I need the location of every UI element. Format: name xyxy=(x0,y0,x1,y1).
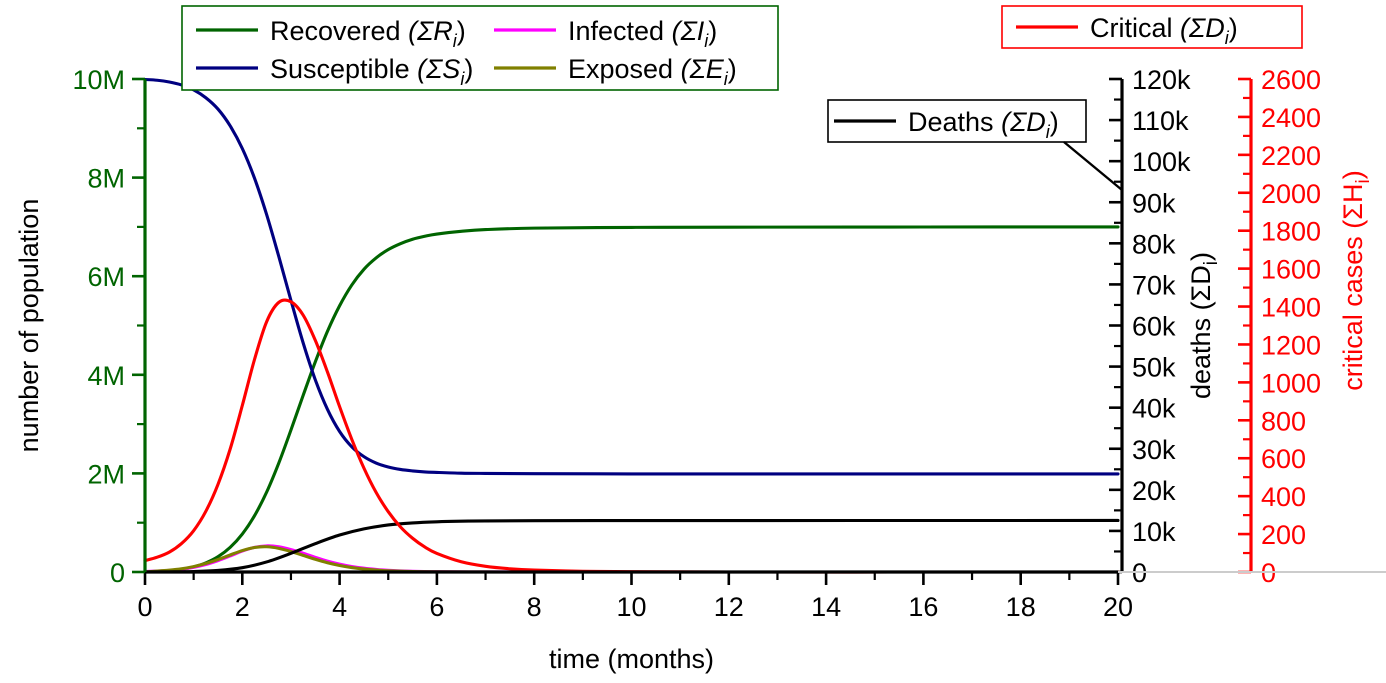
critical-y-axis-tick-label: 800 xyxy=(1261,406,1306,436)
deaths-y-axis-tick-label: 40k xyxy=(1132,394,1176,424)
legend-label: Deaths (ΣDi) xyxy=(908,107,1059,142)
x-axis-tick-label: 10 xyxy=(616,592,646,622)
deaths-y-axis-tick-label: 90k xyxy=(1132,188,1176,218)
critical-y-axis-tick-label: 1800 xyxy=(1261,217,1321,247)
legend-label: Infected (ΣIi) xyxy=(568,16,717,51)
legends-group: Recovered (ΣRi) Infected (ΣIi) Susceptible… xyxy=(181,5,1303,191)
legend-deaths[interactable]: Deaths (ΣDi) xyxy=(827,99,1123,191)
x-axis-tick-label: 2 xyxy=(235,592,250,622)
axes-group: 0 2 4 6 8 10 12 14 16 18 20 time (months) 0 2M 4M 6M 8M 1… xyxy=(14,65,1386,674)
legend-entry-deaths[interactable]: Deaths (ΣDi) xyxy=(834,107,1059,142)
legend-label: Susceptible (ΣSi) xyxy=(270,54,473,89)
deaths-y-axis-tick-label: 20k xyxy=(1132,476,1176,506)
x-axis-title: time (months) xyxy=(549,644,714,674)
critical-y-axis-title: critical cases (ΣHi) xyxy=(1338,170,1374,390)
left-y-axis-title: number of population xyxy=(14,199,44,453)
x-axis-tick-label: 18 xyxy=(1006,592,1036,622)
critical-y-axis-tick-label: 600 xyxy=(1261,444,1306,474)
legend-label: Recovered (ΣRi) xyxy=(270,16,466,51)
critical-y-axis-tick-label: 1200 xyxy=(1261,330,1321,360)
critical-y-axis-tick-label: 2200 xyxy=(1261,141,1321,171)
critical-y-axis-tick-label: 200 xyxy=(1261,520,1306,550)
left-y-axis-tick-label: 8M xyxy=(87,164,125,194)
critical-y-axis-tick-label: 1400 xyxy=(1261,293,1321,323)
left-y-axis-tick-label: 6M xyxy=(87,262,125,292)
critical-y-axis-tick-label: 2600 xyxy=(1261,65,1321,95)
legend-entry-infected[interactable]: Infected (ΣIi) xyxy=(494,16,717,51)
series-line-susceptible xyxy=(143,77,1120,476)
deaths-y-axis-tick-label: 110k xyxy=(1132,106,1189,136)
x-axis-tick-label: 0 xyxy=(137,592,152,622)
legend-main-border xyxy=(181,5,779,91)
legend-label: Critical (ΣDi) xyxy=(1090,13,1238,48)
critical-y-axis-tick-label: 2000 xyxy=(1261,179,1321,209)
critical-y-axis-tick-label: 1600 xyxy=(1261,255,1321,285)
x-axis-tick-label: 16 xyxy=(908,592,938,622)
x-axis-tick-label: 8 xyxy=(527,592,542,622)
legend-label: Exposed (ΣEi) xyxy=(568,54,737,89)
critical-y-axis-tick-label: 2400 xyxy=(1261,103,1321,133)
legend-entry-exposed[interactable]: Exposed (ΣEi) xyxy=(494,54,737,89)
plot-area xyxy=(143,77,1120,574)
legend-main[interactable]: Recovered (ΣRi) Infected (ΣIi) Susceptible… xyxy=(181,5,779,91)
deaths-y-axis-tick-label: 10k xyxy=(1132,517,1176,547)
legend-entry-susceptible[interactable]: Susceptible (ΣSi) xyxy=(196,54,473,89)
svg-text:deaths (ΣDi): deaths (ΣDi) xyxy=(1186,252,1222,399)
critical-y-axis-tick-label: 1000 xyxy=(1261,368,1321,398)
left-y-axis-tick-label: 2M xyxy=(87,459,125,489)
x-axis-tick-label: 14 xyxy=(811,592,841,622)
x-axis-tick-label: 6 xyxy=(429,592,444,622)
deaths-y-axis-title: deaths (ΣDi) xyxy=(1186,252,1222,399)
x-axis-tick-label: 12 xyxy=(714,592,744,622)
left-y-axis-tick-label: 0 xyxy=(110,558,125,588)
x-axis-tick-label: 20 xyxy=(1103,592,1133,622)
deaths-y-axis-tick-label: 50k xyxy=(1132,353,1176,383)
svg-text:critical cases (ΣHi): critical cases (ΣHi) xyxy=(1338,170,1374,390)
deaths-y-axis-tick-label: 70k xyxy=(1132,270,1176,300)
deaths-y-axis-tick-label: 120k xyxy=(1132,65,1191,95)
left-y-axis-tick-label: 4M xyxy=(87,361,125,391)
legend-entry-critical[interactable]: Critical (ΣDi) xyxy=(1016,13,1238,48)
legend-deaths-leader-line xyxy=(1063,141,1123,191)
left-y-axis-tick-label: 10M xyxy=(72,65,125,95)
legend-critical[interactable]: Critical (ΣDi) xyxy=(1001,5,1303,49)
series-line-deaths xyxy=(143,518,1120,574)
critical-y-axis-tick-label: 400 xyxy=(1261,482,1306,512)
deaths-y-axis-tick-label: 100k xyxy=(1132,147,1191,177)
deaths-y-axis-tick-label: 60k xyxy=(1132,312,1176,342)
x-axis-tick-label: 4 xyxy=(332,592,347,622)
deaths-y-axis-tick-label: 30k xyxy=(1132,435,1176,465)
legend-entry-recovered[interactable]: Recovered (ΣRi) xyxy=(196,16,466,51)
deaths-y-axis-tick-label: 80k xyxy=(1132,229,1176,259)
